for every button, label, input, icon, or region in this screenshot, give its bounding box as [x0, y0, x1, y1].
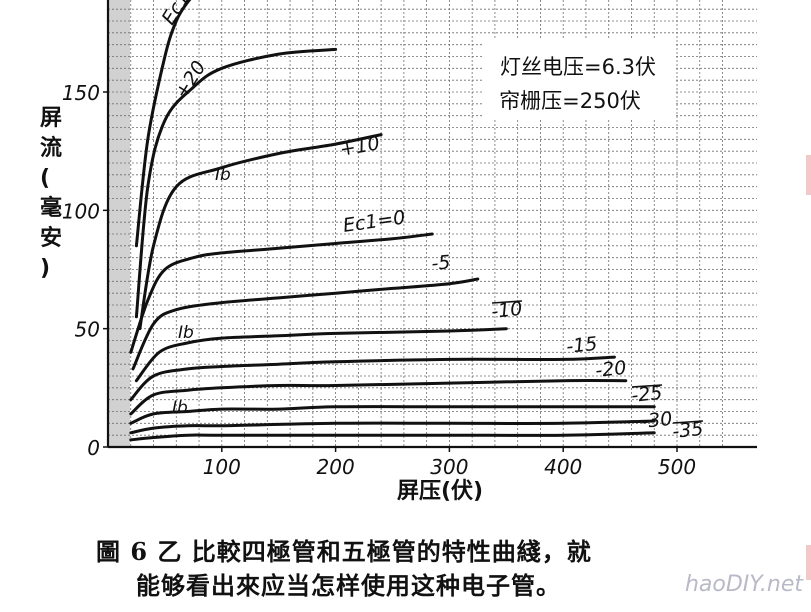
curve-6 — [129, 379, 628, 416]
condition-text: 帘栅压=250伏 — [499, 89, 641, 113]
y-axis-title-char: ( — [40, 166, 50, 191]
x-tick-label: 100 — [203, 455, 241, 479]
curve-4 — [134, 327, 508, 383]
y-tick-label: 0 — [87, 436, 100, 460]
y-tick-label: 100 — [62, 199, 100, 223]
watermark: haoDIY.net — [684, 572, 803, 597]
curve-label-3: Ec1=0 — [342, 206, 407, 236]
curve-3 — [131, 277, 480, 371]
figure-caption-line-2: 能够看出來应当怎样使用这种电子管。 — [136, 571, 561, 600]
x-tick-label: 200 — [317, 455, 355, 479]
label-leader-0 — [491, 300, 523, 304]
curve-label-6: -15 — [565, 333, 598, 358]
x-tick-label: 400 — [544, 455, 582, 479]
curve-5 — [129, 355, 616, 402]
curve-label-4: -5 — [431, 251, 452, 275]
margin-mark-bottom — [806, 545, 811, 580]
y-axis-title-char: ) — [40, 256, 50, 281]
y-axis-title-char: 安 — [40, 225, 62, 251]
x-tick-label: 500 — [658, 455, 696, 479]
label-leader-1 — [631, 384, 663, 388]
x-axis-title: 屏压(伏) — [397, 478, 483, 504]
curve-label-2: +10 — [338, 132, 381, 161]
curve-1 — [138, 133, 383, 331]
conditions-box-bg — [484, 40, 674, 118]
curve-0 — [134, 47, 338, 319]
curve-2 — [129, 232, 434, 354]
y-axis-title: 屏流 ( 毫安) — [40, 106, 62, 281]
curve-8 — [129, 419, 656, 435]
curve-label-12: Ib — [178, 323, 194, 343]
y-axis-title-char: 毫 — [40, 195, 62, 221]
y-tick-label: 150 — [62, 81, 100, 105]
curve-label-11: Ib — [215, 165, 231, 185]
y-tick-label: 50 — [75, 318, 100, 342]
margin-mark-top — [806, 155, 811, 195]
condition-text: 灯丝电压=6.3伏 — [500, 55, 656, 79]
y-axis-title-char: 流 — [40, 135, 62, 161]
x-tick-label: 300 — [430, 455, 468, 479]
curve-label-7: -20 — [594, 357, 627, 382]
curve-label-0: Ec1= — [158, 0, 203, 29]
curve-label-9: -30 — [640, 408, 673, 433]
curve-7 — [129, 405, 656, 425]
low-voltage-shaded-region — [108, 0, 130, 447]
curve-10 — [134, 0, 192, 248]
y-axis-title-char: 屏 — [40, 106, 62, 131]
curve-label-13: Ib — [172, 398, 188, 418]
curve-9 — [129, 431, 656, 442]
label-leader-2 — [672, 420, 704, 424]
figure-caption-line-1: 圖 6 乙 比較四極管和五極管的特性曲綫，就 — [96, 537, 592, 566]
